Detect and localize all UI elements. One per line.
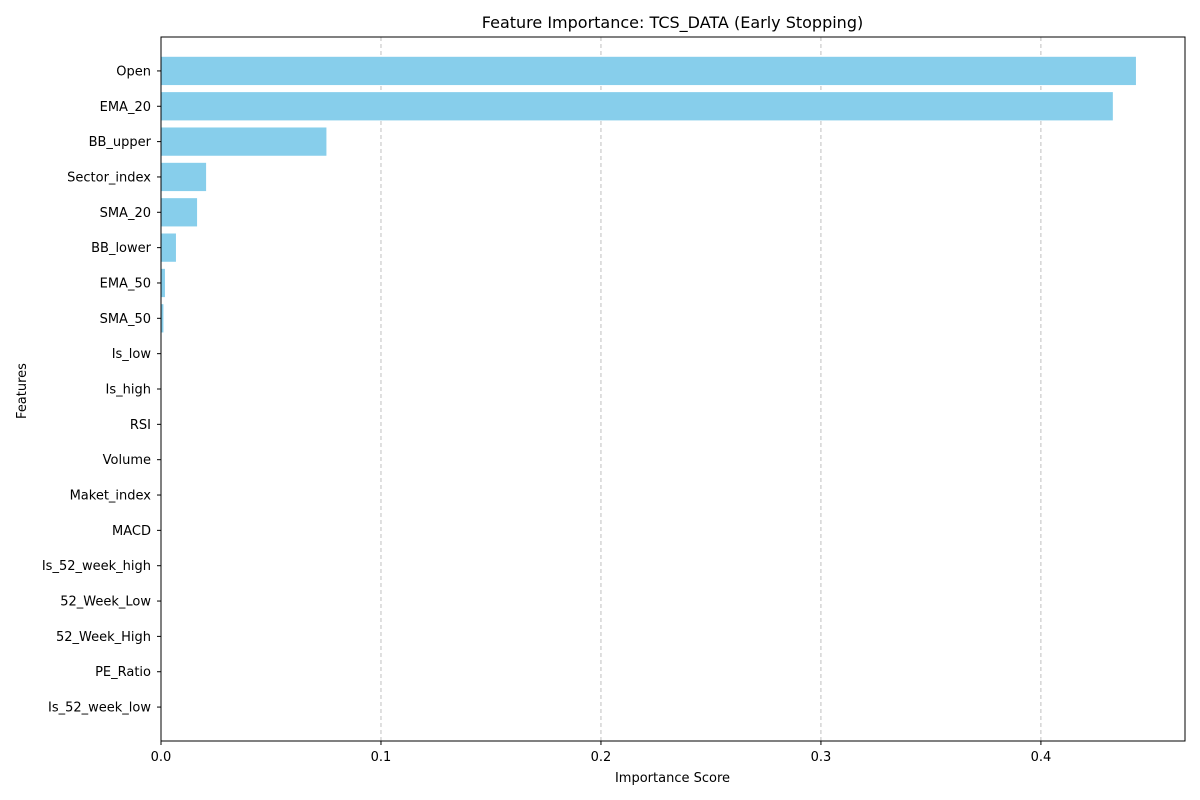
bar: [161, 233, 176, 262]
y-tick-label: BB_upper: [89, 135, 152, 150]
y-tick-label: Open: [116, 64, 151, 79]
y-tick-label: EMA_50: [100, 276, 151, 291]
y-tick-label: BB_lower: [91, 241, 152, 256]
y-tick-label: Is_52_week_low: [48, 701, 151, 716]
x-axis-title: Importance Score: [615, 771, 730, 786]
gridlines: [380, 37, 1042, 741]
y-tick-label: Maket_index: [70, 489, 152, 504]
y-tick-label: Sector_index: [67, 170, 151, 185]
bar: [161, 56, 1136, 86]
y-tick-label: Is_52_week_high: [42, 559, 151, 574]
bar: [161, 162, 207, 192]
y-axis-title: Features: [15, 363, 30, 419]
x-tick-label: 0.1: [371, 750, 392, 765]
y-tick-label: RSI: [130, 418, 151, 433]
y-tick-label: Is_high: [106, 383, 151, 398]
y-tick-label: SMA_20: [100, 206, 151, 221]
x-tick-label: 0.0: [151, 750, 172, 765]
bar: [161, 127, 327, 156]
y-tick-labels: Open EMA_20 BB_upper Sector_index SMA_20 BB_l…: [42, 64, 161, 716]
y-tick-label: Is_low: [112, 347, 152, 362]
x-tick-label: 0.3: [811, 750, 832, 765]
y-tick-label: PE_Ratio: [95, 665, 151, 680]
y-tick-label: Volume: [103, 453, 151, 468]
x-tick-label: 0.2: [591, 750, 612, 765]
y-tick-label: MACD: [112, 524, 151, 539]
x-tick-label: 0.4: [1031, 750, 1052, 765]
y-tick-label: 52_Week_High: [56, 630, 151, 645]
bar: [161, 304, 164, 333]
chart-title: Feature Importance: TCS_DATA (Early Stop…: [482, 13, 863, 33]
x-tick-labels: 0.0 0.1 0.2 0.3 0.4: [151, 741, 1052, 765]
bar: [161, 92, 1113, 121]
bar: [161, 198, 198, 227]
bars: [161, 56, 1136, 404]
y-tick-label: SMA_50: [100, 312, 151, 327]
y-tick-label: 52_Week_Low: [60, 595, 151, 610]
bar: [161, 268, 165, 298]
y-tick-label: EMA_20: [100, 100, 151, 115]
